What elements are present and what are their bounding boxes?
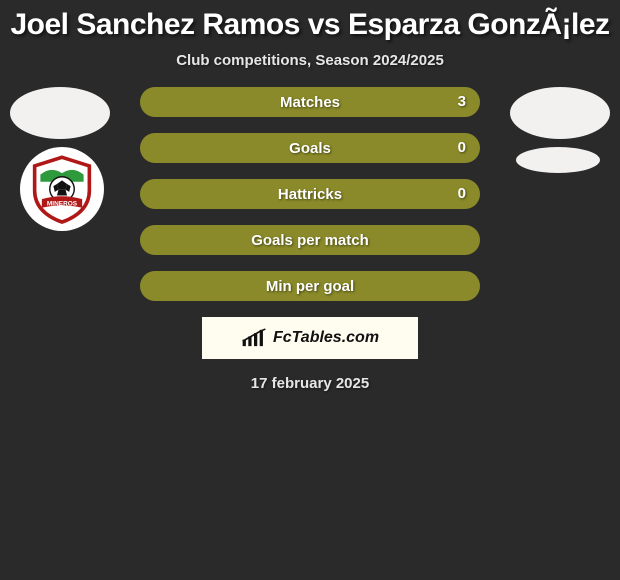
stat-label: Min per goal bbox=[140, 278, 480, 295]
stat-row: Matches3 bbox=[140, 87, 480, 117]
stat-label: Goals per match bbox=[140, 232, 480, 249]
stat-row: Hattricks0 bbox=[140, 179, 480, 209]
comparison-panel: MINEROS Matches3Goals0Hattricks0Goals pe… bbox=[0, 87, 620, 392]
stat-label: Hattricks bbox=[140, 186, 480, 203]
team-left-badge: MINEROS bbox=[20, 147, 104, 231]
snapshot-date: 17 february 2025 bbox=[0, 359, 620, 392]
stat-label: Matches bbox=[140, 94, 480, 111]
stat-row: Goals0 bbox=[140, 133, 480, 163]
player-right-photo-placeholder bbox=[510, 87, 610, 139]
mineros-shield-icon: MINEROS bbox=[26, 153, 98, 225]
brand-text: FcTables.com bbox=[273, 329, 379, 347]
stat-row: Goals per match bbox=[140, 225, 480, 255]
team-right-badge-placeholder bbox=[516, 147, 600, 173]
brand-attribution: FcTables.com bbox=[202, 317, 418, 359]
stat-value-right: 0 bbox=[458, 179, 466, 209]
subtitle: Club competitions, Season 2024/2025 bbox=[0, 46, 620, 87]
badge-banner-text: MINEROS bbox=[47, 201, 78, 208]
player-left-photo-placeholder bbox=[10, 87, 110, 139]
stat-label: Goals bbox=[140, 140, 480, 157]
stat-value-right: 3 bbox=[458, 87, 466, 117]
bar-chart-icon bbox=[241, 328, 267, 348]
stat-row: Min per goal bbox=[140, 271, 480, 301]
page-title: Joel Sanchez Ramos vs Esparza GonzÃ¡lez bbox=[0, 0, 620, 46]
stat-value-right: 0 bbox=[458, 133, 466, 163]
